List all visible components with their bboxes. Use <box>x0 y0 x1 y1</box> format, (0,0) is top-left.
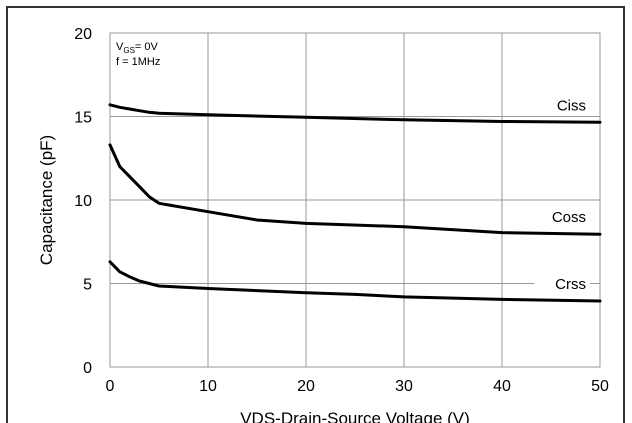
series-label-coss: Coss <box>552 209 586 226</box>
series-label-bg <box>534 95 590 116</box>
x-tick-label: 20 <box>297 378 315 395</box>
y-tick-label: 0 <box>83 360 92 377</box>
series-label-crss: Crss <box>555 276 586 293</box>
series-line-ciss <box>108 103 602 124</box>
x-tick-label: 50 <box>591 378 609 395</box>
series-lines <box>108 103 602 303</box>
series-labels: Ciss Coss Crss <box>534 95 590 295</box>
series-line-coss <box>108 143 602 236</box>
conditions-vgs: VGS= 0V <box>116 41 159 55</box>
x-tick-label: 30 <box>395 378 413 395</box>
y-tick-label: 20 <box>74 26 92 43</box>
conditions-frequency: f = 1MHz <box>116 56 160 68</box>
series-line-crss <box>108 260 602 303</box>
y-axis-title: Capacitance (pF) <box>37 135 56 265</box>
y-tick-label: 5 <box>83 277 92 294</box>
series-label-bg <box>534 274 590 295</box>
x-tick-label: 0 <box>106 378 115 395</box>
tick-labels: 0 10 20 30 40 50 0 5 10 15 20 <box>74 26 609 395</box>
grid <box>110 33 600 367</box>
series-label-bg <box>534 207 590 228</box>
x-axis-title: VDS-Drain-Source Voltage (V) <box>240 409 470 423</box>
x-tick-label: 40 <box>493 378 511 395</box>
y-tick-label: 15 <box>74 110 92 127</box>
outer-border <box>6 6 625 423</box>
x-tick-label: 10 <box>199 378 217 395</box>
y-tick-label: 10 <box>74 193 92 210</box>
series-label-ciss: Ciss <box>557 97 586 114</box>
